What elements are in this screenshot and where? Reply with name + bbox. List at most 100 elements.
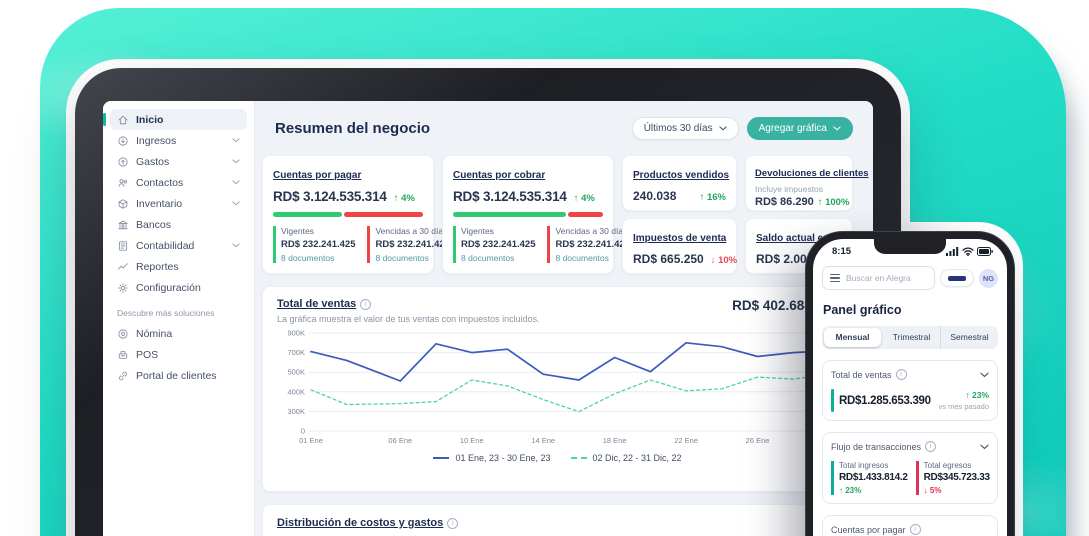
chevron-down-icon (232, 138, 240, 143)
tab-trimestral[interactable]: Trimestral (892, 332, 931, 342)
productos-vendidos-link[interactable]: Productos vendidos (633, 170, 730, 181)
sidebar-item-inicio[interactable]: Inicio (103, 109, 247, 130)
svg-text:14 Ene: 14 Ene (531, 436, 555, 445)
svg-text:18 Ene: 18 Ene (603, 436, 627, 445)
info-icon[interactable] (447, 517, 459, 529)
tablet-device: Inicio Ingresos Gastos Contactos (75, 68, 901, 536)
phone-status-bar: 8:15 (813, 239, 1007, 257)
sidebar-item-inventario[interactable]: Inventario (110, 193, 247, 214)
impuestos-venta-link[interactable]: Impuestos de venta (633, 233, 727, 244)
arrow-down-circle-icon (118, 135, 128, 146)
search-placeholder: Buscar en Alegra (846, 273, 911, 283)
chevron-down-icon (232, 243, 240, 248)
info-icon[interactable] (360, 298, 372, 310)
sidebar: Inicio Ingresos Gastos Contactos (103, 101, 255, 536)
phone-device: 8:15 Buscar en Alegra NG Panel gráfico M… (805, 231, 1015, 536)
info-icon[interactable] (909, 524, 921, 535)
menu-icon[interactable] (830, 273, 840, 283)
legend-previous-period: 02 Dic, 22 - 31 Dic, 22 (570, 453, 682, 463)
svg-text:26 Ene: 26 Ene (746, 436, 770, 445)
sidebar-item-portal-clientes[interactable]: Portal de clientes (110, 365, 247, 386)
payable-split-bar (273, 212, 423, 217)
card-cuentas-por-pagar: Cuentas por pagar RD$ 3.124.535.314 ↑ 4%… (262, 155, 450, 274)
payable-delta: ↑ 4% (393, 193, 415, 204)
svg-text:10 Ene: 10 Ene (460, 436, 484, 445)
card-cuentas-por-cobrar: Cuentas por cobrar RD$ 3.124.535.314 ↑ 4… (442, 155, 630, 274)
info-icon[interactable] (925, 441, 937, 452)
cuentas-por-cobrar-link[interactable]: Cuentas por cobrar (453, 170, 546, 181)
phone-card-total-ventas: Total de ventas RD$1.285.653.390 ↑ 23% v… (822, 360, 998, 421)
tab-semestral[interactable]: Semestral (940, 326, 998, 349)
legend-swatch-dashed (570, 457, 587, 459)
date-range-dropdown[interactable]: Últimos 30 días (631, 117, 739, 140)
sidebar-item-nomina[interactable]: Nómina (110, 323, 247, 344)
link-icon (119, 371, 127, 380)
phone-notch (874, 239, 946, 254)
bank-icon (118, 220, 128, 229)
total-ventas-link[interactable]: Total de ventas (277, 298, 357, 310)
card-distribucion-costos: Distribución de costos y gastos (262, 504, 853, 536)
home-icon (118, 115, 128, 124)
saldo-actual-link[interactable]: Saldo actual en (756, 233, 830, 244)
phone-search-row: Buscar en Alegra NG (813, 257, 1007, 290)
receivable-split-bar (453, 212, 603, 217)
chevron-down-icon (833, 126, 841, 131)
search-input[interactable]: Buscar en Alegra (822, 266, 935, 290)
chevron-down-icon (232, 201, 240, 206)
dashboard-header: Resumen del negocio Últimos 30 días Agre… (262, 117, 853, 140)
payable-value: RD$ 3.124.535.314 (273, 189, 387, 204)
brand-logo-mark (948, 275, 966, 281)
receivable-vencidas: Vencidas a 30 días RD$ 232.241.425 8 doc… (547, 226, 630, 263)
tab-mensual[interactable]: Mensual (824, 328, 881, 347)
svg-text:22 Ene: 22 Ene (674, 436, 698, 445)
card-total-de-ventas: Total de ventas La gráfica muestra el va… (262, 286, 853, 492)
users-icon (118, 178, 128, 187)
add-chart-button[interactable]: Agregar gráfica (746, 117, 853, 140)
receivable-delta: ↑ 4% (573, 193, 595, 204)
card-devoluciones-clientes: Devoluciones de clientes Incluye impuest… (745, 155, 869, 211)
chart-subtitle: La gráfica muestra el valor de tus venta… (277, 314, 540, 324)
chevron-down-icon (232, 159, 240, 164)
card-productos-vendidos: Productos vendidos 240.038 ↑ 16% (622, 155, 737, 211)
tablet-screen: Inicio Ingresos Gastos Contactos (103, 101, 873, 536)
phone-card-cuentas-por-pagar: Cuentas por pagar (822, 515, 998, 536)
sidebar-item-contabilidad[interactable]: Contabilidad (110, 235, 247, 256)
chart-legend: 01 Ene, 23 - 30 Ene, 23 02 Dic, 22 - 31 … (277, 453, 838, 463)
active-indicator (103, 113, 106, 126)
chevron-down-icon[interactable] (980, 444, 989, 450)
sidebar-item-bancos[interactable]: Bancos (110, 214, 247, 235)
card-impuestos-de-venta: Impuestos de venta RD$ 665.250 ↓ 10% (622, 218, 737, 274)
page-title: Resumen del negocio (275, 120, 431, 137)
payroll-icon (118, 328, 128, 339)
sidebar-item-ingresos[interactable]: Ingresos (110, 130, 247, 151)
sidebar-item-gastos[interactable]: Gastos (110, 151, 247, 172)
avatar[interactable]: NG (979, 268, 998, 288)
sales-line-chart: 900K 700K 500K 400K 300K 001 Ene 06 Ene 10 Ene 1… (287, 329, 830, 445)
trend-line-icon (118, 262, 128, 270)
cuentas-por-pagar-link[interactable]: Cuentas por pagar (273, 170, 362, 181)
battery-icon (977, 247, 993, 256)
dashboard-main: Resumen del negocio Últimos 30 días Agre… (255, 101, 873, 536)
sidebar-item-contactos[interactable]: Contactos (110, 172, 247, 193)
svg-text:700K: 700K (287, 348, 305, 357)
svg-text:06 Ene: 06 Ene (388, 436, 412, 445)
sidebar-item-pos[interactable]: POS (110, 344, 247, 365)
info-icon[interactable] (895, 369, 907, 380)
svg-text:400K: 400K (287, 387, 305, 396)
chevron-down-icon[interactable] (980, 372, 989, 378)
distribucion-link[interactable]: Distribución de costos y gastos (277, 517, 444, 529)
sidebar-item-reportes[interactable]: Reportes (110, 256, 247, 277)
devoluciones-link[interactable]: Devoluciones de clientes (755, 168, 869, 179)
sidebar-item-configuracion[interactable]: Configuración (110, 277, 247, 298)
metrics-row: Cuentas por pagar RD$ 3.124.535.314 ↑ 4%… (262, 155, 869, 274)
total-ingresos: Total ingresos RD$1.433.814.2 ↑ 23% (831, 461, 908, 495)
phone-card-flujo-transacciones: Flujo de transacciones Total ingresos RD… (822, 432, 998, 504)
brand-badge[interactable] (940, 269, 974, 287)
svg-text:300K: 300K (287, 407, 305, 416)
svg-text:500K: 500K (287, 368, 305, 377)
chevron-down-icon (232, 180, 240, 185)
teal-accent-bar (831, 389, 834, 412)
ledger-icon (118, 240, 128, 251)
receivable-vigentes: Vigentes RD$ 232.241.425 8 documentos (453, 226, 535, 263)
